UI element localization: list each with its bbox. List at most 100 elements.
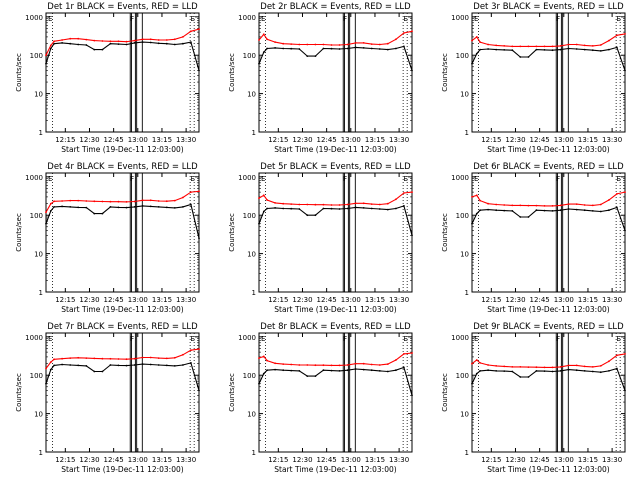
events-point [49,47,52,50]
events-point [322,207,325,210]
y-tick-label: 100 [243,52,256,60]
events-point [165,42,168,45]
y-tick-label: 1 [252,449,256,457]
events-point [503,49,506,51]
events-point [306,55,309,57]
lld-point [306,43,309,46]
lld-point [471,362,473,365]
lld-point [61,39,63,41]
lld-point [157,39,160,41]
x-tick-label: 13:00 [341,456,361,464]
x-tick-label: 12:15 [268,456,288,464]
events-point [487,48,489,50]
lld-point [487,202,489,205]
events-point [117,206,120,209]
events-point [543,370,546,372]
lld-point [599,203,602,206]
y-tick-label: 1000 [25,174,43,182]
lld-rate-line [258,352,413,366]
x-tick-label: 13:30 [176,136,196,144]
events-point [378,48,381,50]
lld-point [403,32,405,34]
lld-point [77,356,80,359]
lld-point [354,202,357,205]
x-tick-label: 13:30 [602,296,622,304]
lld-point [61,357,63,360]
lld-point [198,190,200,193]
events-point [125,364,128,367]
lld-point [559,204,562,207]
events-point [616,46,618,49]
y-tick-label: 10 [460,251,469,259]
x-tick-label: 13:00 [128,456,148,464]
x-tick-label: 12:30 [292,456,312,464]
lld-point [487,364,489,366]
lld-point [290,43,293,45]
events-point [551,49,554,52]
events-point [125,206,128,209]
lld-point [495,365,498,367]
x-tick-label: 12:30 [292,296,312,304]
events-point [258,222,260,225]
events-point [535,209,538,212]
y-tick-label: 1000 [451,14,469,22]
detector-panel-4: Det 4r BLACK = Events, RED = LLD 1 10 100 10… [15,162,200,314]
events-point [330,369,333,372]
panel-title: Det 5r BLACK = Events, RED = LLD [260,162,411,172]
lld-rate-line [258,30,413,46]
x-tick-label: 13:00 [128,296,148,304]
lld-point [61,200,63,202]
lld-point [77,37,80,40]
events-point [190,203,192,206]
events-point [198,389,200,392]
lld-point [149,199,152,202]
events-point [173,207,176,209]
lld-point [575,203,578,205]
lld-point [85,200,88,202]
events-point [330,207,333,210]
lld-point [378,43,381,46]
lld-point [133,357,136,360]
events-point [567,368,570,371]
events-point [495,48,498,51]
events-point [101,212,104,215]
lld-point [475,36,478,38]
lld-point [53,358,55,361]
x-tick-label: 13:00 [554,456,574,464]
events-point [69,364,72,366]
lld-point [141,38,144,41]
lld-point [53,200,55,203]
lld-point [362,42,365,44]
lld-point [330,44,333,46]
panel-title: Det 4r BLACK = Events, RED = LLD [47,162,198,172]
lld-point [274,202,276,204]
x-axis-label: Start Time (19-Dec-11 12:03:00) [487,465,609,474]
lld-point [370,43,373,45]
x-tick-label: 12:30 [79,136,99,144]
lld-point [616,34,618,37]
panel-title: Det 3r BLACK = Events, RED = LLD [473,2,624,12]
events-point [298,48,301,50]
y-tick-label: 1 [465,449,469,457]
lld-point [45,367,47,370]
lld-rate-line [471,353,626,368]
x-tick-label: 12:15 [55,296,75,304]
lld-point [258,197,260,199]
x-tick-label: 12:30 [79,296,99,304]
lld-point [190,30,192,33]
events-point [117,364,120,367]
events-point [386,208,389,211]
events-point [624,229,626,232]
lld-point [258,39,260,41]
x-tick-label: 12:45 [104,136,124,144]
events-point [503,370,506,372]
lld-point [479,199,481,202]
lld-rate-line [258,191,413,206]
lld-point [182,196,184,199]
events-point [479,209,481,212]
lld-point [117,358,120,360]
marker-e: E [261,335,265,343]
lld-point [125,358,128,361]
events-point [362,368,365,371]
lld-point [511,366,514,368]
